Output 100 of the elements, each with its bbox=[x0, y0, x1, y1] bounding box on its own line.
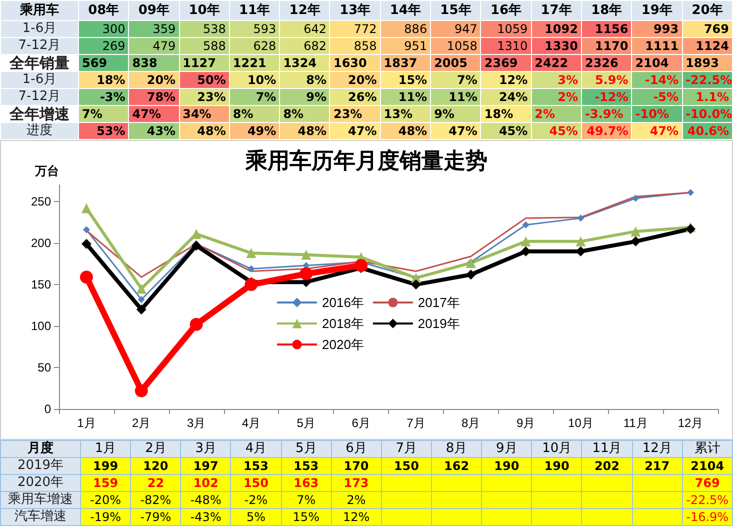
data-label: 1630 bbox=[330, 54, 380, 72]
point bbox=[301, 250, 312, 260]
point bbox=[81, 203, 92, 214]
data-label: 170 bbox=[331, 458, 382, 474]
data-label: 682 bbox=[280, 38, 330, 54]
point bbox=[138, 296, 145, 303]
data-label: 1.1% bbox=[682, 88, 732, 106]
point bbox=[410, 280, 421, 290]
x-tick-label: 13年 bbox=[330, 0, 380, 20]
legend-label: 2020年 bbox=[322, 337, 364, 352]
data-label: 1330 bbox=[531, 38, 582, 54]
x-tick-label: 12年 bbox=[280, 0, 330, 20]
x-tick-label: 5月 bbox=[296, 416, 316, 430]
data-label: 858 bbox=[330, 38, 380, 54]
data-label: 2104 bbox=[632, 54, 682, 72]
x-tick-label: 3月 bbox=[186, 416, 206, 430]
data-label: 769 bbox=[682, 474, 732, 492]
data-label: -3% bbox=[78, 88, 129, 106]
data-label: 1837 bbox=[380, 54, 431, 72]
data-label: -12% bbox=[581, 88, 632, 106]
y-tick-label: 全年增速 bbox=[0, 105, 78, 123]
data-label: 197 bbox=[180, 458, 231, 474]
x-tick-label: 14年 bbox=[380, 0, 431, 20]
x-tick-label: 6月 bbox=[331, 440, 382, 458]
data-label: 2% bbox=[331, 492, 382, 508]
data-label: 13% bbox=[380, 106, 431, 122]
point bbox=[577, 214, 584, 222]
point bbox=[248, 265, 255, 272]
data-label: 1124 bbox=[682, 38, 732, 54]
data-label: 1221 bbox=[229, 54, 280, 72]
data-label: 7% bbox=[430, 72, 481, 88]
data-label: 190 bbox=[482, 458, 532, 474]
data-label: 217 bbox=[632, 458, 682, 474]
data-label: 162 bbox=[431, 458, 482, 474]
data-label: 1310 bbox=[480, 38, 532, 54]
y-tick-label: 7-12月 bbox=[0, 38, 78, 54]
data-label: -20% bbox=[80, 492, 131, 508]
y-tick-label: 1-6月 bbox=[0, 20, 78, 38]
y-axis-title: 万台 bbox=[34, 164, 59, 178]
data-label: 12% bbox=[331, 508, 382, 526]
data-label: 12% bbox=[480, 72, 532, 88]
data-label: 2369 bbox=[480, 54, 532, 72]
y-tick-label: 200 bbox=[30, 236, 52, 250]
data-label: 47% bbox=[632, 122, 682, 140]
data-label: 2104 bbox=[682, 458, 732, 474]
x-tick-label: 20年 bbox=[682, 0, 732, 20]
data-label: 951 bbox=[380, 38, 431, 54]
data-label: 11% bbox=[380, 88, 431, 106]
y-tick-label: 2020年 bbox=[0, 474, 80, 492]
point bbox=[136, 284, 146, 294]
data-label: 150 bbox=[381, 458, 432, 474]
data-label: 569 bbox=[78, 54, 129, 72]
data-label: 1324 bbox=[280, 54, 330, 72]
x-tick-label: 10月 bbox=[532, 440, 582, 458]
y-tick-label: 1-6月 bbox=[0, 72, 78, 88]
data-label: 48% bbox=[380, 122, 431, 140]
point bbox=[134, 384, 148, 398]
x-tick-label: 10年 bbox=[179, 0, 230, 20]
data-label: 5% bbox=[230, 508, 282, 526]
point bbox=[576, 236, 586, 246]
data-label: 1170 bbox=[581, 38, 632, 54]
data-label: 47% bbox=[330, 122, 380, 140]
data-label: 593 bbox=[229, 20, 280, 38]
data-label: -5% bbox=[632, 88, 682, 106]
x-tick-label: 10月 bbox=[568, 416, 594, 430]
data-label: 53% bbox=[78, 122, 129, 140]
data-label: 153 bbox=[230, 458, 282, 474]
x-tick-label: 7月 bbox=[406, 416, 426, 430]
point bbox=[687, 188, 694, 196]
data-label: 78% bbox=[128, 88, 180, 106]
y-tick-label: 7-12月 bbox=[0, 88, 78, 106]
data-label: 838 bbox=[128, 54, 180, 72]
legend-label: 2016年 bbox=[322, 295, 364, 310]
data-label: 18% bbox=[480, 106, 532, 122]
data-label: 5.9% bbox=[581, 72, 632, 88]
data-label: 45% bbox=[480, 122, 532, 140]
x-tick-label: 09年 bbox=[128, 0, 180, 20]
x-tick-label: 18年 bbox=[581, 0, 632, 20]
y-tick-label: 100 bbox=[30, 319, 52, 334]
x-tick-label: 15年 bbox=[430, 0, 481, 20]
data-label: 772 bbox=[330, 20, 380, 38]
x-tick-label: 1月 bbox=[80, 440, 131, 458]
x-tick-label: 11年 bbox=[229, 0, 280, 20]
data-label: 886 bbox=[380, 20, 431, 38]
data-label: 26% bbox=[330, 88, 380, 106]
x-tick-label: 17年 bbox=[531, 0, 582, 20]
x-tick-label: 7月 bbox=[381, 440, 432, 458]
x-tick-label: 11月 bbox=[623, 416, 648, 430]
y-tick-label: 0 bbox=[44, 402, 52, 416]
data-label: 49.7% bbox=[581, 122, 632, 140]
point bbox=[81, 238, 92, 249]
data-label: -79% bbox=[130, 508, 181, 526]
x-tick-label: 3月 bbox=[180, 440, 231, 458]
point bbox=[191, 240, 202, 251]
data-label: 1111 bbox=[632, 38, 682, 54]
x-tick-label: 2月 bbox=[130, 440, 181, 458]
point bbox=[136, 304, 146, 314]
data-label: 9% bbox=[280, 88, 330, 106]
point bbox=[82, 226, 90, 234]
data-label: 15% bbox=[380, 72, 431, 88]
